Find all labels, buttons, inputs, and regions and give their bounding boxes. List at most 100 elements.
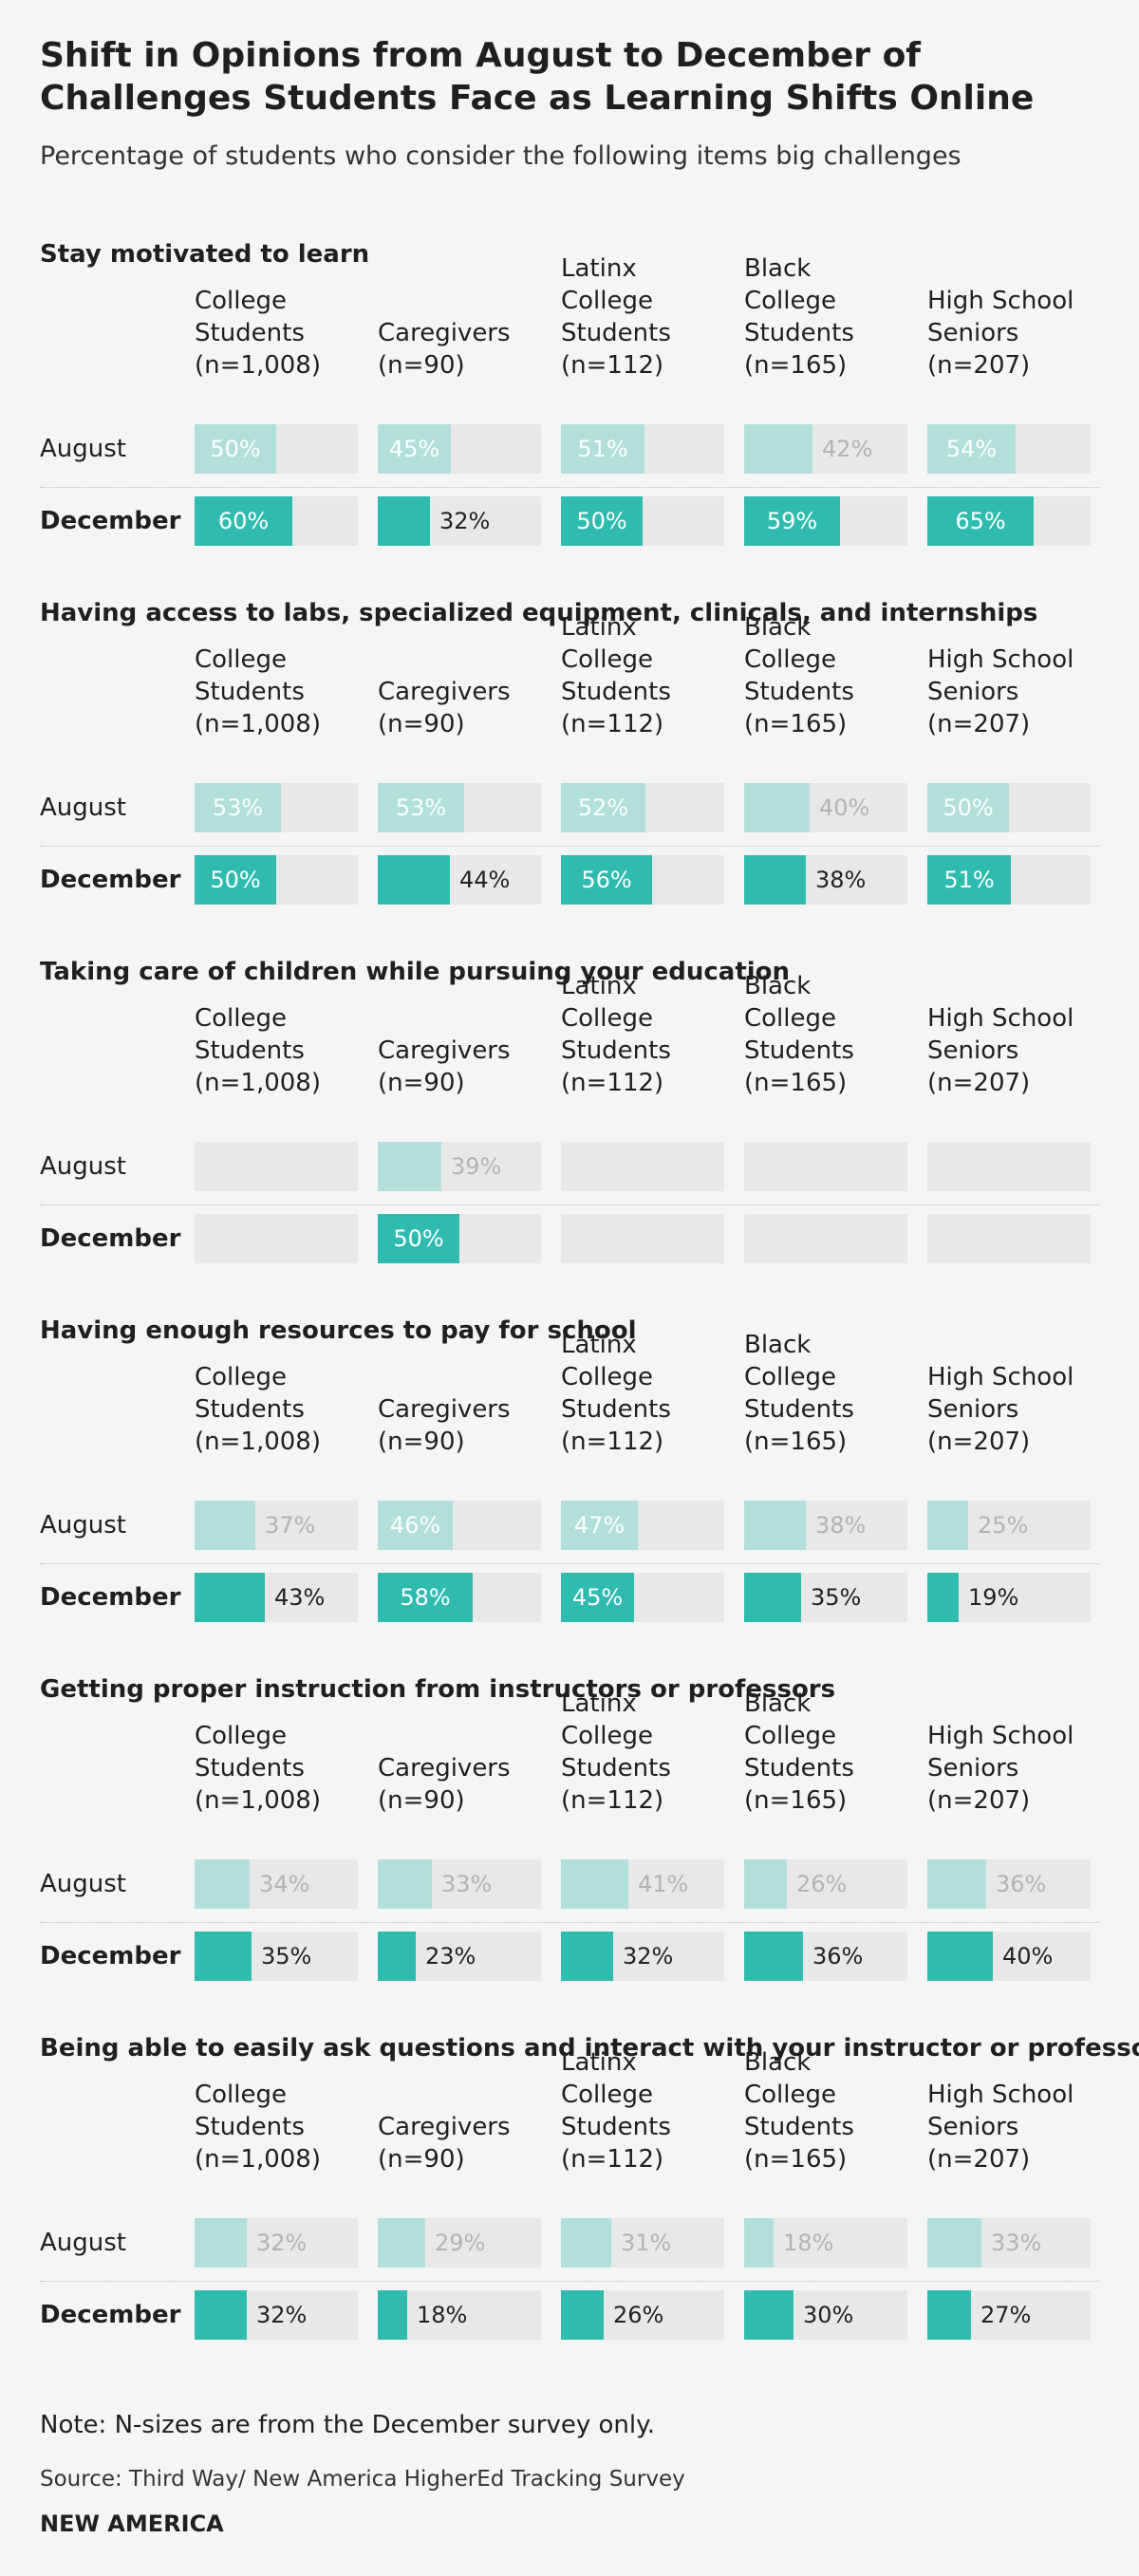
chart-section: Having enough resources to pay for schoo…	[0, 1315, 1139, 1656]
bar-track: 38%	[744, 855, 907, 905]
bar-track: 51%	[561, 424, 724, 474]
bar-august	[195, 1859, 250, 1909]
bar-august	[927, 783, 1009, 832]
bar-track	[744, 1214, 907, 1263]
bar-december	[195, 1573, 265, 1622]
data-label-december: 43%	[274, 1584, 326, 1611]
bar-track: 53%	[378, 783, 541, 832]
data-label-december: 23%	[425, 1943, 476, 1969]
row-label-august: August	[40, 2229, 126, 2257]
bar-august	[927, 1859, 986, 1909]
data-label-august: 26%	[796, 1871, 848, 1897]
bar-track: 32%	[561, 1932, 724, 1981]
column-header: Caregivers (n=90)	[378, 2113, 511, 2174]
bar-december	[195, 1932, 252, 1981]
column-header: College Students (n=1,008)	[195, 645, 321, 738]
data-label-december: 35%	[261, 1943, 312, 1969]
row-label-august: August	[40, 1870, 126, 1898]
bar-track	[561, 1214, 724, 1263]
data-label-december: 18%	[417, 2302, 468, 2328]
bar-track: 45%	[378, 424, 541, 474]
bar-december	[927, 496, 1034, 546]
bar-track: 31%	[561, 2218, 724, 2268]
row-divider	[40, 1563, 1099, 1564]
bar-august	[195, 2218, 247, 2268]
bar-track	[927, 1214, 1091, 1263]
section-title: Being able to easily ask questions and i…	[40, 2034, 1139, 2063]
data-label-august: 46%	[389, 1512, 441, 1539]
data-label-december: 45%	[571, 1584, 624, 1611]
chart-section: Stay motivated to learn College Students (n…	[0, 238, 1139, 580]
chart-section: Getting proper instruction from instruct…	[0, 1673, 1139, 2015]
row-divider	[40, 487, 1099, 488]
row-divider	[40, 2281, 1099, 2282]
bar-track: 38%	[744, 1501, 907, 1550]
bar-august	[378, 1859, 432, 1909]
data-label-august: 51%	[577, 436, 628, 462]
bar-december	[195, 496, 292, 546]
bar-december	[195, 855, 276, 905]
data-label-august: 33%	[991, 2230, 1042, 2256]
bar-august	[744, 1859, 787, 1909]
column-header: Latinx College Students (n=112)	[561, 613, 671, 738]
bar-august	[927, 1501, 968, 1550]
bar-track: 33%	[927, 2218, 1091, 2268]
bar-december	[561, 855, 652, 905]
data-label-august: 53%	[395, 794, 447, 821]
bar-august	[561, 1501, 638, 1550]
column-header: Latinx College Students (n=112)	[561, 1331, 671, 1456]
bar-track: 59%	[744, 496, 907, 546]
column-header: College Students (n=1,008)	[195, 287, 321, 380]
bar-track: 58%	[378, 1573, 541, 1622]
bar-track	[195, 1214, 358, 1263]
data-label-december: 58%	[400, 1584, 451, 1611]
data-label-december: 60%	[217, 508, 270, 534]
data-label-december: 50%	[210, 867, 261, 893]
bar-track: 18%	[744, 2218, 907, 2268]
bar-track: 35%	[744, 1573, 907, 1622]
row-label-december: December	[40, 866, 181, 894]
data-label-december: 30%	[803, 2302, 854, 2328]
bar-august	[561, 2218, 611, 2268]
bar-track: 23%	[378, 1932, 541, 1981]
data-label-december: 40%	[1002, 1943, 1054, 1969]
data-label-december: 51%	[943, 867, 995, 893]
bar-august	[195, 1501, 255, 1550]
data-label-december: 32%	[623, 1943, 674, 1969]
data-label-august: 34%	[259, 1871, 310, 1897]
data-label-december: 38%	[815, 867, 867, 893]
bar-august	[561, 424, 644, 474]
column-header: High School Seniors (n=207)	[927, 645, 1074, 738]
bar-august	[195, 783, 281, 832]
bar-track: 19%	[927, 1573, 1091, 1622]
bar-track: 40%	[744, 783, 907, 832]
bar-track: 27%	[927, 2290, 1091, 2340]
section-title: Getting proper instruction from instruct…	[40, 1675, 836, 1704]
data-label-august: 32%	[256, 2230, 308, 2256]
column-header: Latinx College Students (n=112)	[561, 2048, 671, 2174]
data-label-december: 56%	[581, 867, 632, 893]
row-label-august: August	[40, 435, 126, 463]
column-header: Latinx College Students (n=112)	[561, 1689, 671, 1815]
section-title: Stay motivated to learn	[40, 240, 370, 269]
bar-track: 34%	[195, 1859, 358, 1909]
column-header: Caregivers (n=90)	[378, 1036, 511, 1097]
data-label-august: 33%	[441, 1871, 493, 1897]
data-label-august: 38%	[815, 1512, 867, 1539]
bar-december	[561, 1932, 613, 1981]
bar-december	[927, 1932, 993, 1981]
data-label-december: 59%	[766, 508, 818, 534]
row-label-december: December	[40, 1224, 181, 1253]
bar-august	[744, 783, 810, 832]
column-header: High School Seniors (n=207)	[927, 1363, 1074, 1456]
bar-track: 53%	[195, 783, 358, 832]
data-label-december: 19%	[968, 1584, 1019, 1611]
row-label-december: December	[40, 1583, 181, 1612]
column-header: Caregivers (n=90)	[378, 1754, 511, 1815]
bar-track	[744, 1142, 907, 1191]
column-header: Latinx College Students (n=112)	[561, 972, 671, 1097]
bar-december	[744, 1573, 801, 1622]
data-label-december: 50%	[576, 508, 627, 534]
bar-december	[561, 2290, 604, 2340]
